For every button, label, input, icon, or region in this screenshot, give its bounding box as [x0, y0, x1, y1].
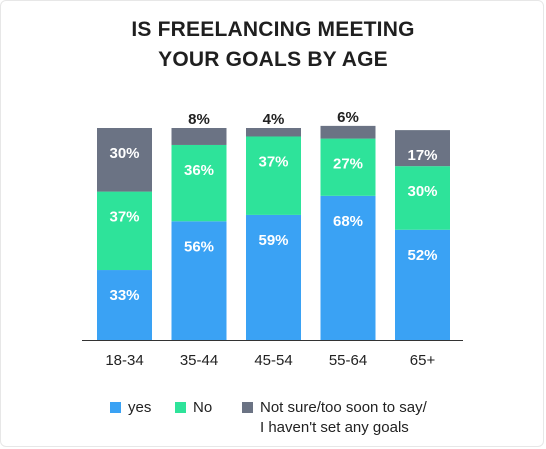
bar-segment-65+-no: [395, 166, 450, 230]
bar-segment-45-54-not-sure: [246, 128, 301, 137]
data-label-65+-yes: 52%: [407, 247, 437, 264]
data-label-55-64-no: 27%: [333, 156, 363, 173]
legend-swatch-no: [175, 402, 186, 413]
bar-segment-65+-not-sure: [395, 130, 450, 167]
chart-title-line-2: YOUR GOALS BY AGE: [158, 48, 388, 71]
bar-segment-65+-yes: [395, 229, 450, 340]
data-label-65+-no: 30%: [407, 183, 437, 200]
x-tick-label-45-54: 45-54: [254, 352, 292, 369]
x-tick-label-65+: 65+: [410, 352, 436, 369]
data-label-18-34-yes: 33%: [109, 287, 139, 304]
data-label-45-54-not-sure: 4%: [263, 111, 285, 128]
data-label-55-64-yes: 68%: [333, 213, 363, 230]
bar-segment-55-64-yes: [320, 195, 376, 340]
bar-segment-45-54-no: [246, 136, 301, 215]
x-tick-label-55-64: 55-64: [329, 352, 367, 369]
x-tick-label-35-44: 35-44: [180, 352, 218, 369]
legend-label-yes: yes: [128, 399, 152, 416]
legend: yes No Not sure/too soon to say/ I haven…: [0, 395, 546, 445]
data-label-65+-not-sure: 17%: [407, 147, 437, 164]
chart-title-line-1: IS FREELANCING MEETING: [131, 18, 415, 41]
legend-label-no: No: [193, 399, 213, 416]
bar-segment-18-34-yes: [97, 270, 152, 340]
legend-swatch-not-sure: [242, 402, 253, 413]
bar-segment-55-64-no: [320, 138, 376, 196]
legend-label-not-sure-line-1: Not sure/too soon to say/: [260, 399, 427, 416]
data-label-45-54-yes: 59%: [258, 232, 288, 249]
bar-segment-45-54-yes: [246, 214, 301, 340]
legend-label-not-sure-line-2: I haven't set any goals: [260, 419, 409, 436]
bar-segment-35-44-yes: [171, 221, 227, 340]
data-label-18-34-not-sure: 30%: [109, 145, 139, 162]
data-label-35-44-not-sure: 8%: [188, 111, 210, 128]
data-label-55-64-not-sure: 6%: [337, 109, 359, 126]
data-label-35-44-no: 36%: [184, 162, 214, 179]
data-label-18-34-no: 37%: [109, 209, 139, 226]
data-label-35-44-yes: 56%: [184, 238, 214, 255]
x-tick-label-18-34: 18-34: [105, 352, 143, 369]
bar-segment-18-34-no: [97, 191, 152, 271]
bar-segment-35-44-not-sure: [171, 128, 227, 145]
bar-segment-35-44-no: [171, 144, 227, 222]
bar-segment-18-34-not-sure: [97, 128, 152, 192]
data-label-45-54-no: 37%: [258, 153, 288, 170]
bar-segment-55-64-not-sure: [320, 125, 376, 139]
legend-swatch-yes: [110, 402, 121, 413]
